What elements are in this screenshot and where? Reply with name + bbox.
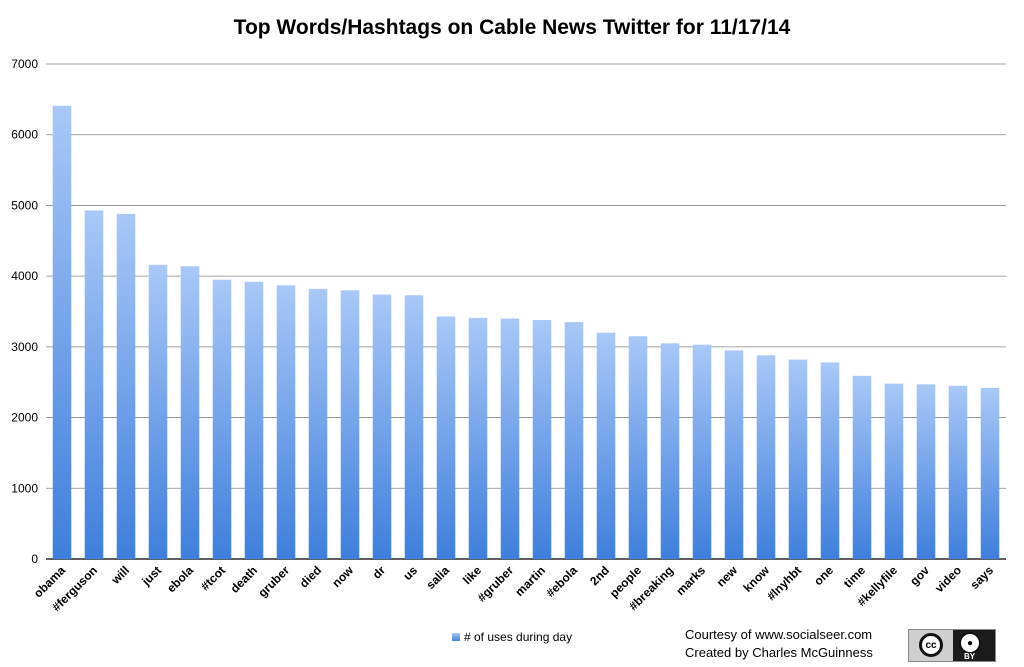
x-tick-label: marks [673,563,708,598]
bar-salia [436,316,456,559]
x-tick-label: time [841,563,869,591]
bar-one [820,362,840,559]
y-tick-label: 3000 [11,340,38,354]
bar-video [948,385,968,559]
bar-hash-gruber [500,318,520,559]
credits: Courtesy of www.socialseer.com Created b… [685,626,873,662]
bar-know [756,355,776,559]
bar-dr [372,294,392,559]
bars [52,105,1000,559]
bar-hash-ferguson [84,210,104,559]
x-axis-ticks: obama#ferguson will just ebola #tcot deathgru… [31,563,996,614]
grid-lines [46,63,1006,560]
y-tick-label: 0 [31,552,38,566]
x-tick-label: video [932,563,964,595]
bar-us [404,295,424,559]
x-tick-label: ebola [164,563,196,595]
y-tick-label: 6000 [11,128,38,142]
bar-hash-tcot [212,279,232,559]
x-tick-label: salia [423,563,452,592]
x-tick-label: says [967,563,996,592]
bar-new [724,350,744,559]
bar-hash-ebola [564,322,584,559]
license-label: BY [964,652,976,661]
x-tick-label: just [138,563,164,589]
x-tick-label: died [297,563,324,590]
y-tick-label: 1000 [11,481,38,495]
x-tick-label: will [108,563,132,587]
bar-2nd [596,332,616,559]
credit-website: Courtesy of www.socialseer.com [685,627,873,642]
x-tick-label: one [811,563,836,588]
x-tick-label: #gruber [475,563,517,605]
bar-gruber [276,285,296,559]
bar-gov [916,384,936,559]
y-axis-ticks: 0 1000 2000 3000 4000 5000 6000 7000 [11,57,38,566]
bar-like [468,317,488,559]
x-tick-label: us [400,563,420,583]
bar-ebola [180,266,200,559]
y-tick-label: 7000 [11,57,38,71]
bar-just [148,264,168,559]
x-tick-label: #tcot [198,563,228,593]
bar-says [980,387,1000,559]
bar-hash-kellyfile [884,383,904,559]
cc-logo-icon: cc [919,633,943,657]
bar-martin [532,319,552,559]
creative-commons-by-icon: cc ● BY [908,629,996,662]
bar-will [116,213,136,559]
attribution-person-icon: ● [959,632,981,654]
x-tick-label: gov [907,563,932,588]
bar-died [308,288,328,559]
x-tick-label: #ebola [543,563,580,600]
x-tick-label: #lnyhbt [764,563,804,603]
bar-now [340,290,360,559]
x-tick-label: dr [370,563,389,582]
bar-hash-lnyhbt [788,359,808,559]
y-tick-label: 5000 [11,198,38,212]
bar-people [628,336,648,559]
legend-swatch [452,633,460,641]
x-tick-label: new [714,563,741,590]
chart-title: Top Words/Hashtags on Cable News Twitter… [233,16,791,39]
x-tick-label: 2nd [587,563,612,588]
credit-author: Created by Charles McGuinness [685,645,873,660]
legend-label: # of uses during day [464,630,573,644]
x-tick-label: now [329,563,356,590]
x-tick-label: gruber [255,563,292,600]
x-tick-label: martin [512,563,548,599]
y-tick-label: 4000 [11,269,38,283]
x-tick-label: like [460,563,484,587]
bar-marks [692,344,712,559]
y-tick-label: 2000 [11,411,38,425]
legend: # of uses during day [452,630,572,644]
bar-death [244,281,264,559]
bar-hash-breaking [660,343,680,559]
bar-time [852,375,872,559]
bar-obama [52,105,72,559]
